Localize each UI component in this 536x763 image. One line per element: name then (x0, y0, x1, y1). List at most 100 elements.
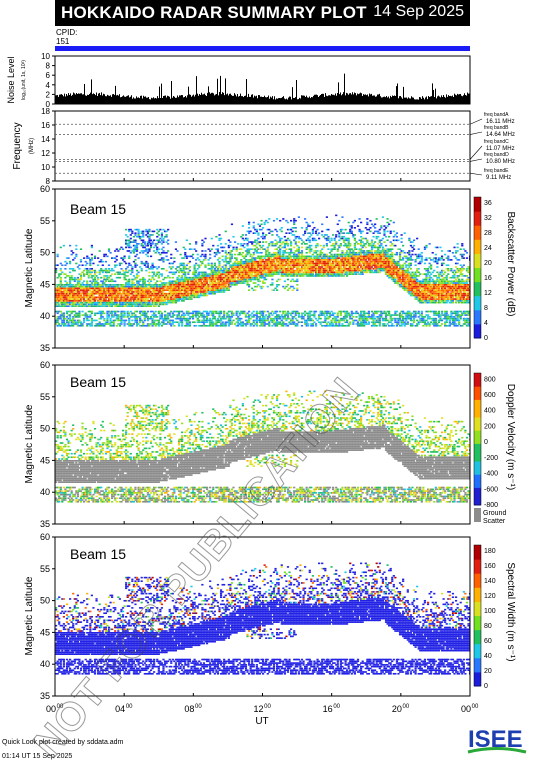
scatter-cell (263, 262, 266, 265)
scatter-cell (145, 285, 148, 288)
scatter-cell (64, 273, 67, 275)
scatter-cell (316, 243, 319, 245)
scatter-cell (297, 275, 300, 277)
scatter-cell (67, 310, 70, 313)
scatter-cell (279, 267, 282, 270)
scatter-cell (151, 291, 154, 293)
scatter-cell (307, 316, 310, 318)
scatter-cell (146, 244, 150, 247)
scatter-cell (109, 278, 112, 281)
scatter-cell (205, 287, 209, 290)
scatter-cell (338, 267, 341, 270)
scatter-cell (83, 319, 86, 322)
scatter-cell (209, 321, 212, 324)
scatter-cell (76, 298, 79, 300)
scatter-cell (271, 266, 274, 268)
scatter-cell (187, 298, 190, 300)
scatter-cell (101, 294, 104, 297)
scatter-cell (218, 257, 221, 259)
scatter-cell (249, 317, 252, 320)
scatter-cell (191, 271, 195, 274)
scatter-cell (282, 266, 285, 268)
scatter-cell (201, 278, 204, 281)
scatter-cell (111, 280, 114, 283)
scatter-cell (153, 271, 156, 274)
scatter-cell (304, 314, 307, 316)
scatter-cell (131, 241, 134, 243)
scatter-cell (143, 316, 146, 318)
scatter-cell (279, 321, 282, 324)
scatter-cell (240, 280, 243, 283)
scatter-cell (300, 324, 304, 327)
scatter-cell (143, 298, 146, 300)
scatter-cell (204, 291, 207, 293)
scatter-cell (336, 324, 339, 327)
scatter-cell (83, 314, 86, 316)
scatter-cell (184, 266, 187, 268)
scatter-cell (184, 280, 187, 283)
scatter-cell (177, 285, 181, 288)
scatter-cell (255, 262, 258, 265)
scatter-cell (128, 264, 131, 267)
scatter-cell (137, 234, 140, 236)
scatter-cell (330, 250, 333, 252)
scatter-cell (252, 324, 255, 327)
scatter-cell (319, 244, 322, 247)
scatter-cell (159, 228, 162, 231)
scatter-cell (232, 262, 235, 265)
scatter-cell (199, 264, 202, 267)
scatter-cell (325, 259, 328, 261)
scatter-cell (327, 228, 330, 231)
scatter-cell (294, 317, 297, 320)
scatter-cell (167, 317, 170, 320)
scatter-cell (325, 244, 328, 247)
scatter-cell (297, 312, 300, 315)
scatter-cell (227, 246, 230, 249)
scatter-cell (218, 324, 221, 327)
scatter-cell (81, 314, 84, 316)
scatter-cell (151, 266, 154, 268)
scatter-cell (233, 275, 237, 277)
scatter-cell (289, 241, 293, 243)
scatter-cell (219, 278, 223, 281)
scatter-cell (283, 316, 286, 318)
scatter-cell (237, 280, 240, 283)
scatter-cell (258, 267, 262, 270)
scatter-cell (143, 317, 146, 320)
scatter-cell (65, 310, 69, 313)
scatter-cell (282, 259, 285, 261)
scatter-cell (140, 230, 143, 233)
freq-tick-label: 12 (41, 149, 50, 158)
scatter-cell (218, 266, 221, 268)
scatter-cell (109, 317, 112, 320)
scatter-cell (167, 301, 170, 304)
scatter-cell (230, 253, 234, 256)
scatter-cell (221, 246, 224, 249)
scatter-cell (308, 271, 311, 274)
scatter-cell (261, 275, 265, 277)
scatter-cell (252, 269, 255, 272)
scatter-cell (118, 292, 122, 295)
scatter-cell (330, 267, 333, 270)
scatter-cell (97, 282, 100, 284)
scatter-cell (258, 319, 262, 322)
scatter-cell (193, 287, 196, 290)
scatter-cell (55, 291, 58, 293)
scatter-cell (232, 248, 235, 251)
scatter-cell (157, 303, 160, 306)
scatter-cell (269, 317, 272, 320)
scatter-cell (237, 282, 240, 284)
scatter-cell (223, 316, 226, 318)
scatter-cell (327, 310, 330, 313)
scatter-cell (257, 243, 260, 245)
scatter-cell (165, 292, 168, 295)
scatter-cell (252, 314, 255, 316)
scatter-cell (156, 323, 159, 325)
scatter-cell (78, 292, 81, 295)
cpid-caption: CPID: (56, 28, 77, 37)
scatter-cell (283, 266, 286, 268)
scatter-cell (55, 294, 58, 297)
scatter-cell (190, 312, 193, 315)
scatter-cell (115, 271, 118, 274)
scatter-cell (195, 310, 198, 313)
